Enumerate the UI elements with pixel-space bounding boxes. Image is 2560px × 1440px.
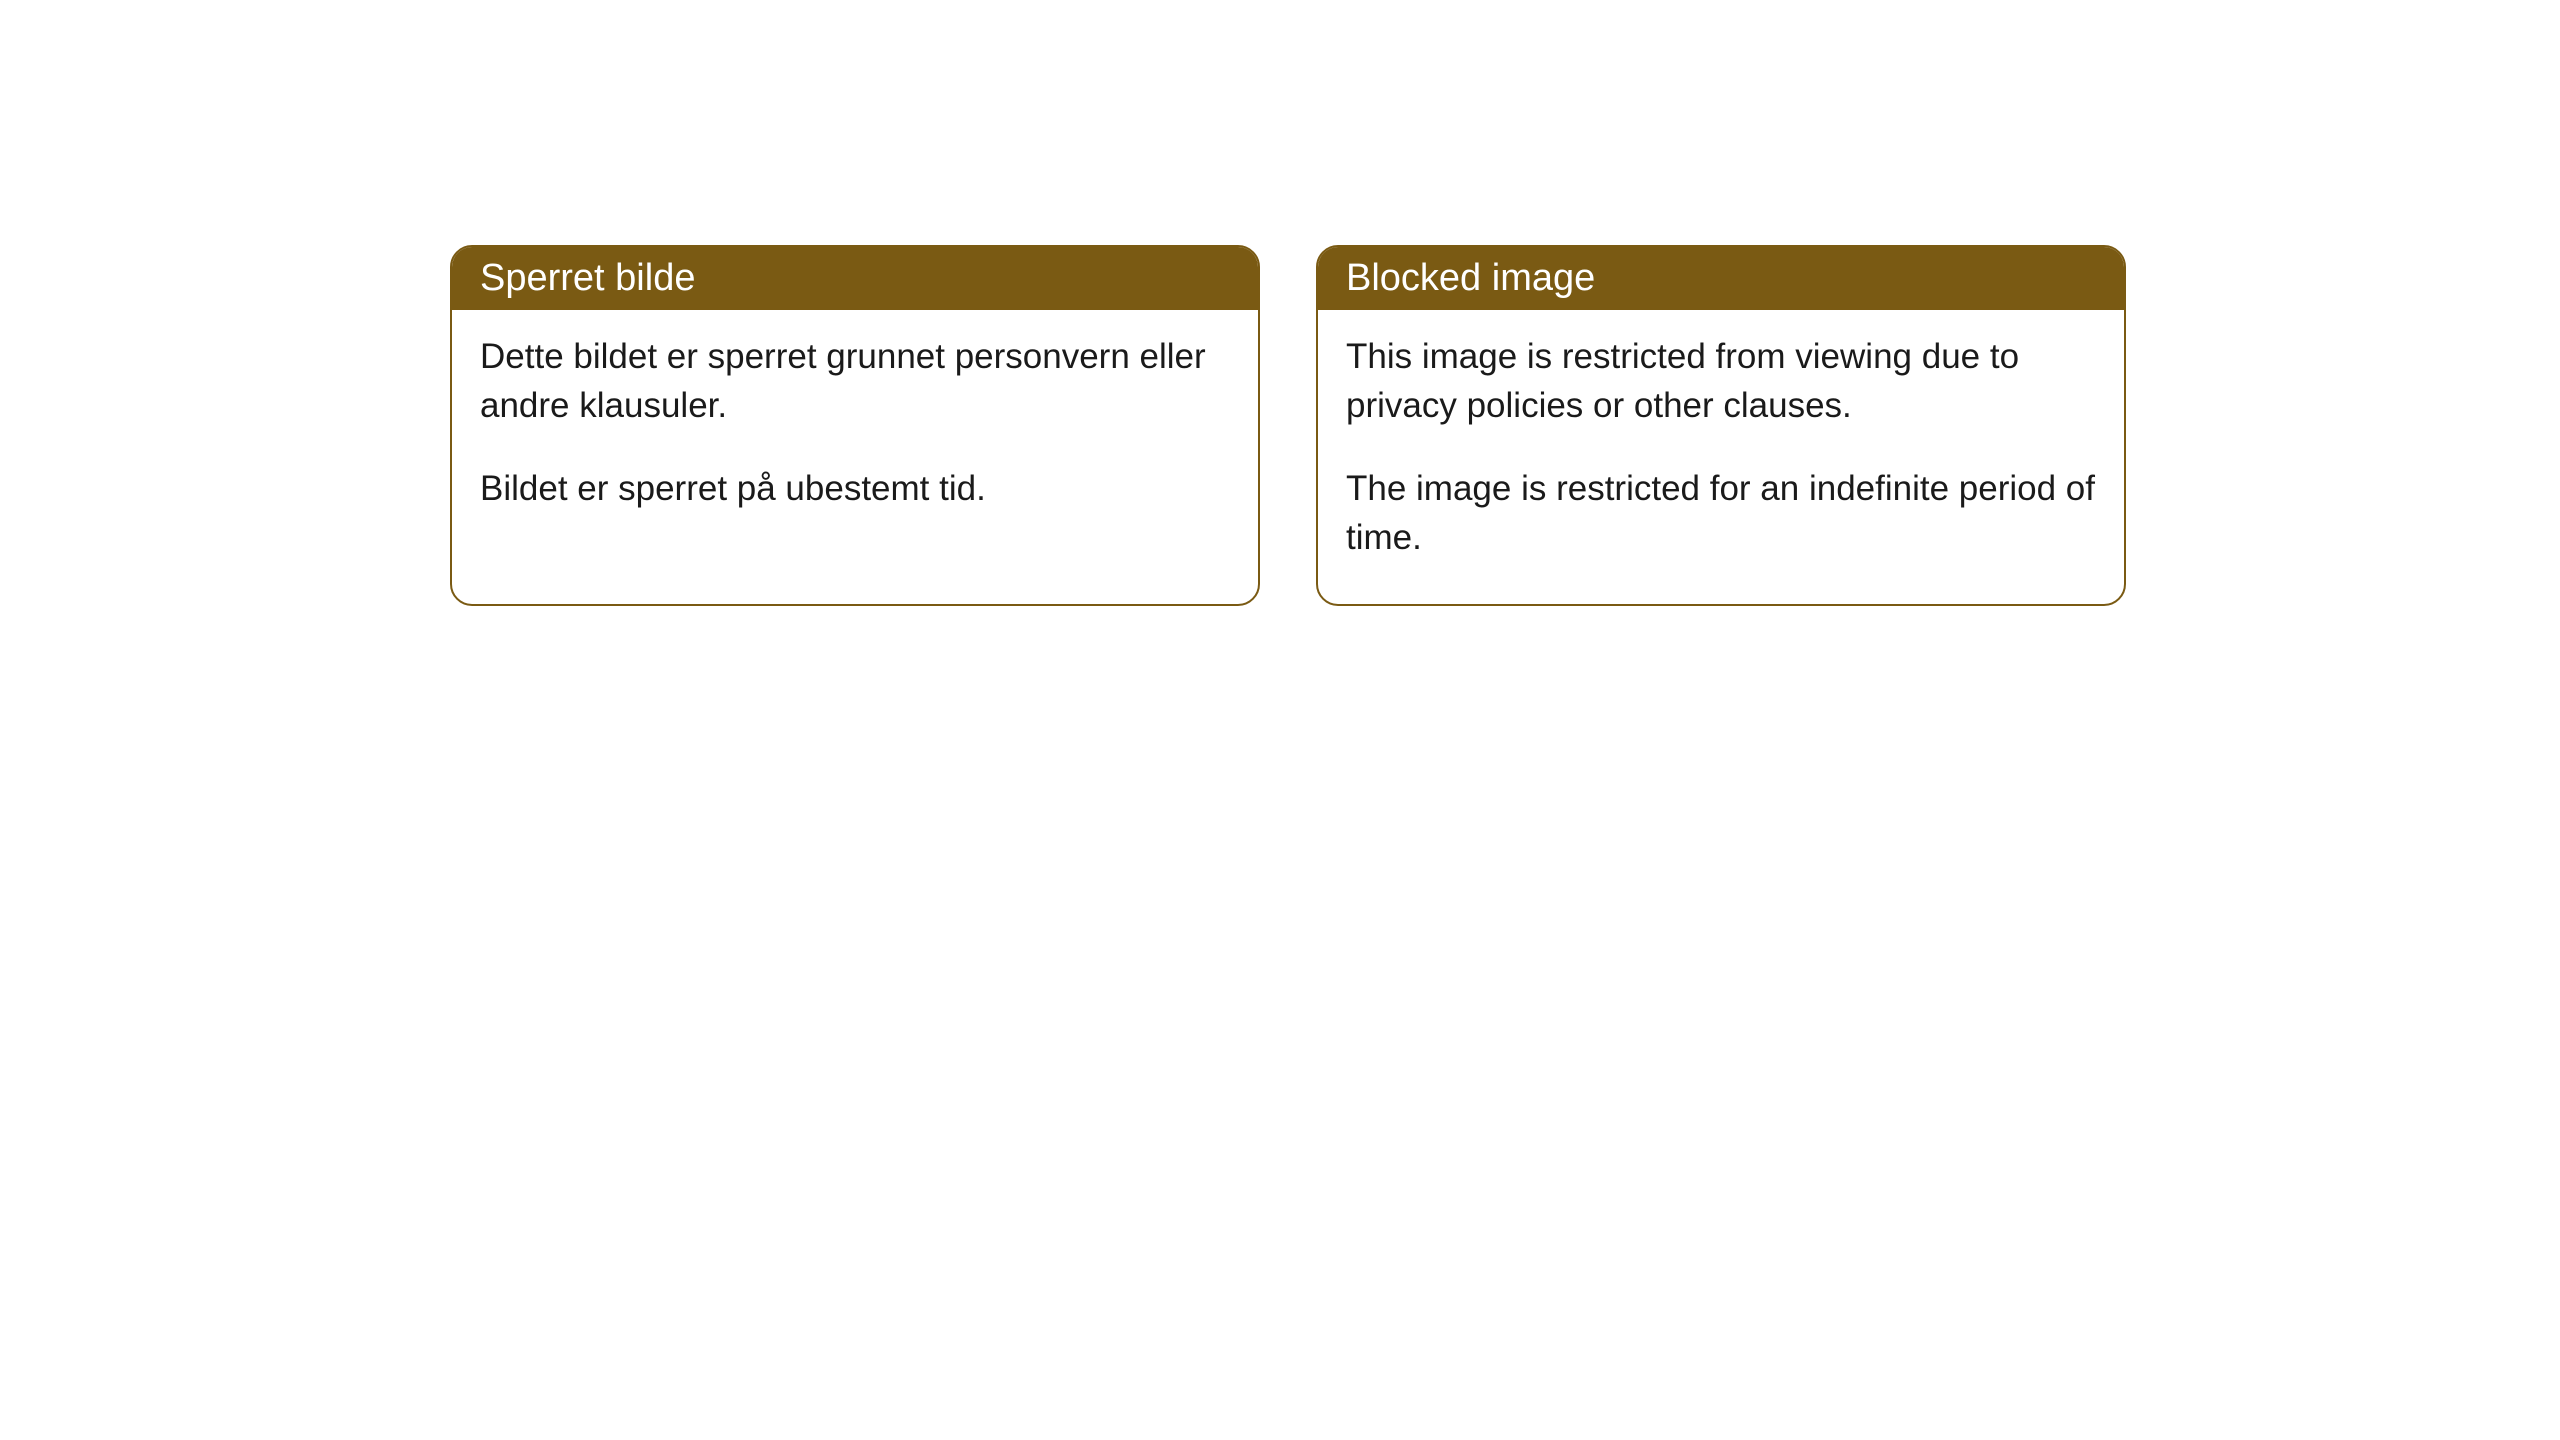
card-title: Sperret bilde bbox=[480, 257, 695, 299]
card-paragraph: Dette bildet er sperret grunnet personve… bbox=[480, 332, 1230, 430]
card-paragraph: This image is restricted from viewing du… bbox=[1346, 332, 2096, 430]
card-english: Blocked image This image is restricted f… bbox=[1316, 245, 2126, 606]
card-header-norwegian: Sperret bilde bbox=[452, 247, 1258, 310]
card-title: Blocked image bbox=[1346, 257, 1595, 299]
card-norwegian: Sperret bilde Dette bildet er sperret gr… bbox=[450, 245, 1260, 606]
card-body-english: This image is restricted from viewing du… bbox=[1318, 310, 2124, 604]
cards-container: Sperret bilde Dette bildet er sperret gr… bbox=[450, 245, 2560, 606]
card-header-english: Blocked image bbox=[1318, 247, 2124, 310]
card-paragraph: The image is restricted for an indefinit… bbox=[1346, 464, 2096, 562]
card-paragraph: Bildet er sperret på ubestemt tid. bbox=[480, 464, 1230, 513]
card-body-norwegian: Dette bildet er sperret grunnet personve… bbox=[452, 310, 1258, 555]
